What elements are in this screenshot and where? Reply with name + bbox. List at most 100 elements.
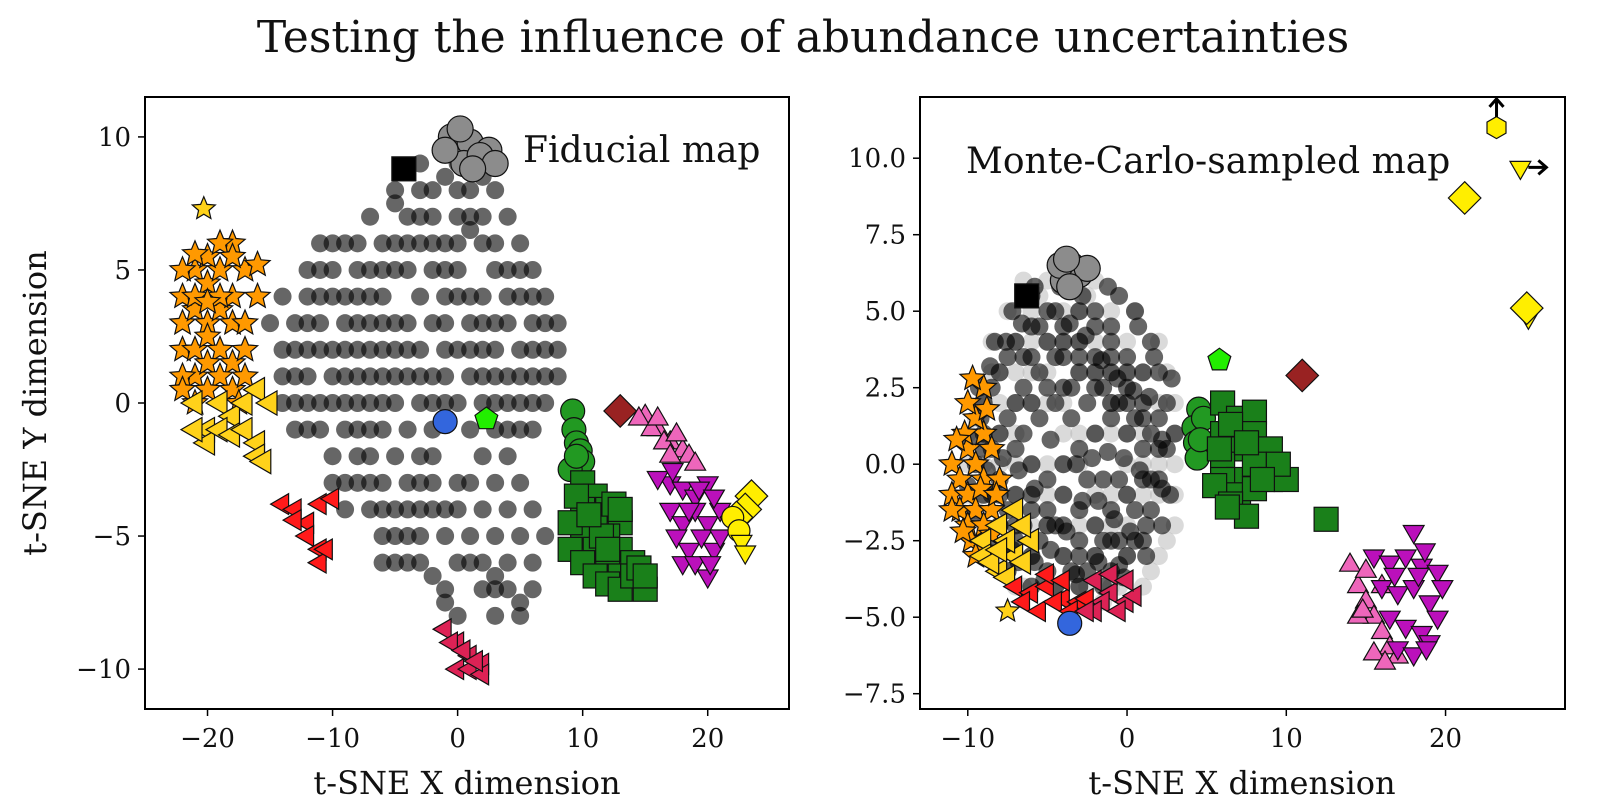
square-marker [576, 502, 602, 528]
background-point [1105, 510, 1124, 529]
background-point [398, 314, 417, 333]
circle-marker [431, 136, 459, 164]
sample-haze-point [1141, 562, 1160, 581]
tri-down-marker [1402, 647, 1426, 668]
background-point [361, 207, 380, 226]
background-point [436, 394, 455, 412]
background-point [386, 447, 405, 466]
background-point [1014, 378, 1033, 397]
star-marker [181, 335, 210, 362]
background-point [997, 332, 1015, 351]
background-point [373, 314, 392, 333]
star-marker [206, 255, 235, 282]
background-point [1118, 424, 1137, 443]
tri-down-marker [1386, 586, 1410, 606]
background-point [298, 260, 317, 279]
background-point [1006, 394, 1025, 412]
background-point [336, 394, 355, 412]
background-point [386, 367, 405, 386]
background-point [523, 367, 542, 386]
x-tick-label: 0 [449, 724, 466, 754]
sample-haze-point [1070, 424, 1089, 443]
background-point [1162, 369, 1181, 388]
star-marker [193, 348, 222, 376]
background-point [261, 314, 280, 333]
x-axis-label: t-SNE X dimension [1088, 764, 1395, 800]
background-point [373, 367, 392, 386]
sample-haze-point [1165, 455, 1184, 474]
background-point [436, 593, 455, 612]
background-point [336, 287, 355, 306]
background-point [411, 367, 430, 386]
sample-haze-point [1038, 455, 1057, 474]
background-point [398, 367, 417, 386]
background-point [1102, 531, 1121, 550]
background-point [398, 527, 417, 546]
background-point [523, 580, 542, 599]
tri-up-marker [1362, 640, 1386, 661]
background-point [286, 394, 305, 412]
x-tick-label: 10 [566, 724, 599, 754]
star-marker [193, 321, 222, 349]
square-marker [595, 536, 621, 562]
tri-up-marker [640, 416, 663, 437]
background-point [461, 420, 480, 439]
background-point [411, 287, 430, 306]
star-marker [942, 424, 971, 452]
background-point [498, 394, 517, 412]
background-point [1137, 516, 1156, 535]
tri-up-marker [658, 443, 682, 463]
tri-down-marker [1370, 579, 1394, 600]
tri-left-marker [1113, 569, 1134, 592]
background-point [436, 527, 455, 546]
background-point [1038, 501, 1057, 520]
tri-down-marker [677, 542, 701, 563]
background-point [1094, 470, 1113, 489]
background-point [423, 207, 442, 226]
background-point [386, 314, 405, 333]
tri-left-marker [450, 639, 471, 662]
tri-down-marker [646, 470, 670, 491]
background-point [998, 348, 1017, 367]
background-point [411, 234, 430, 253]
background-point [1054, 332, 1073, 351]
sample-haze-point [1006, 363, 1025, 382]
background-point [398, 500, 417, 519]
background-point [473, 287, 492, 306]
circle-marker [432, 409, 458, 435]
plot-marks [937, 96, 1549, 670]
tri-down-marker [1415, 641, 1438, 662]
background-point [373, 553, 392, 572]
sample-haze-point [1133, 485, 1152, 504]
background-point [436, 260, 455, 279]
background-point [1140, 387, 1159, 406]
background-point [1086, 424, 1105, 443]
background-point [1089, 553, 1108, 572]
star-marker [948, 516, 978, 544]
background-point [361, 340, 380, 359]
background-point [311, 287, 330, 306]
y-tick-label: 0 [114, 389, 131, 419]
tri-left-marker [1008, 548, 1032, 576]
square-marker [1233, 430, 1260, 456]
background-point [1153, 479, 1172, 498]
background-point [298, 394, 317, 412]
tri-down-marker [1386, 641, 1410, 661]
background-point [323, 367, 342, 386]
background-point [311, 314, 330, 333]
background-point [448, 260, 467, 279]
y-tick-label: 2.5 [865, 374, 906, 404]
star-marker [168, 308, 197, 336]
star-marker [953, 388, 982, 415]
tri-down-marker [708, 529, 732, 550]
tri-down-marker [698, 556, 722, 576]
panel-annotation: Fiducial map [523, 130, 760, 171]
background-point [1141, 501, 1160, 520]
tri-down-marker [1378, 555, 1402, 576]
background-point [1149, 409, 1168, 428]
square-marker [607, 496, 633, 523]
background-point [323, 447, 342, 466]
background-point [423, 500, 442, 519]
tri-down-marker [1426, 610, 1450, 631]
circle-marker [459, 155, 487, 183]
